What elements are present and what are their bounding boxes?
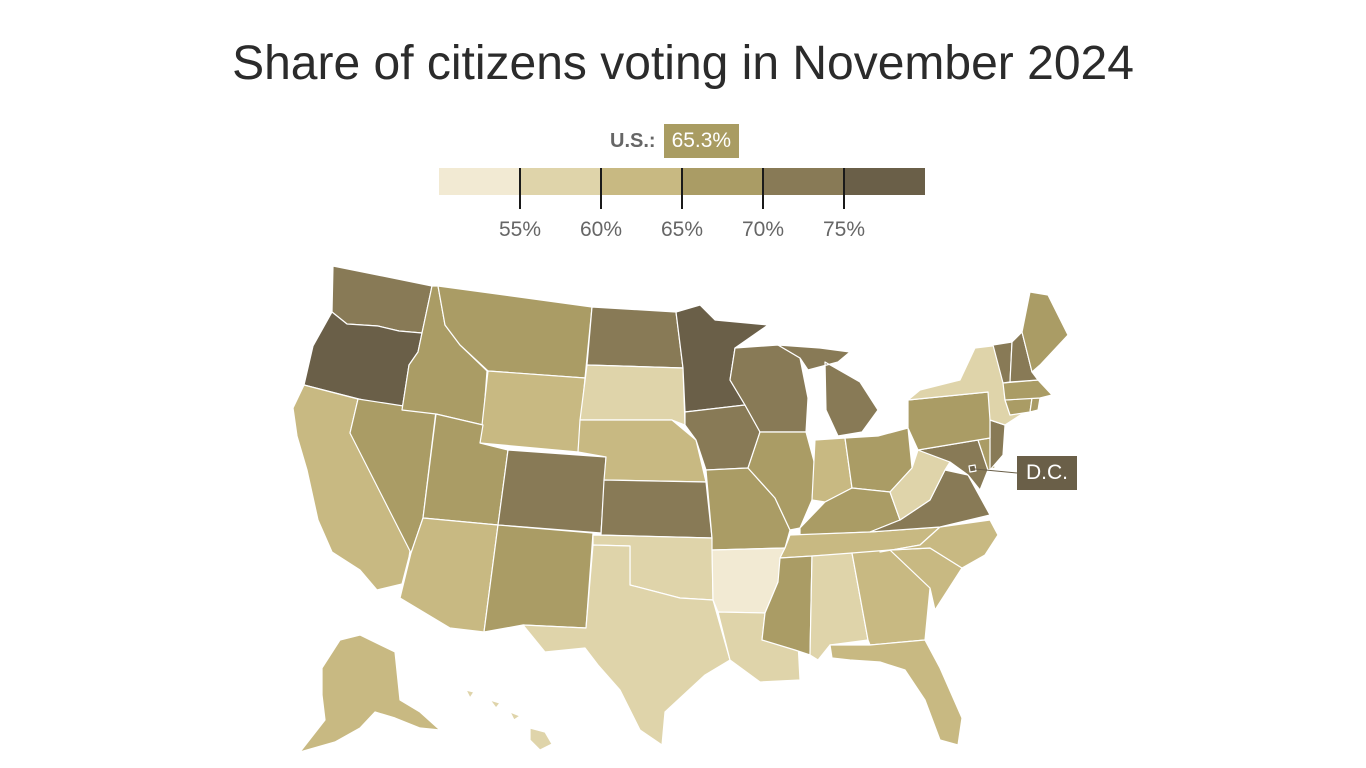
legend-bin-5 [844, 168, 925, 195]
dc-label: D.C. [1017, 456, 1077, 490]
legend-tick [600, 168, 602, 209]
legend-tick [843, 168, 845, 209]
state-texas[interactable] [522, 544, 731, 746]
state-connecticut[interactable] [1004, 397, 1033, 416]
state-massachusetts[interactable] [1002, 379, 1053, 401]
state-south-dakota[interactable] [579, 364, 686, 426]
state-wyoming[interactable] [479, 370, 586, 453]
state-hawaii[interactable] [465, 689, 553, 751]
state-florida[interactable] [829, 639, 963, 746]
color-legend: 55% 60% 65% 70% 75% [439, 168, 925, 241]
legend-tick-label: 70% [741, 218, 785, 241]
legend-tick-label: 60% [579, 218, 623, 241]
legend-bin-4 [763, 168, 844, 195]
legend-tick [762, 168, 764, 209]
legend-tick [519, 168, 521, 209]
legend-tick-label: 65% [660, 218, 704, 241]
state-kansas[interactable] [600, 479, 713, 539]
state-north-dakota[interactable] [586, 306, 684, 369]
legend-tick [681, 168, 683, 209]
state-washington[interactable] [331, 265, 433, 334]
state-michigan[interactable] [777, 344, 879, 437]
chart-title: Share of citizens voting in November 202… [232, 37, 1134, 90]
us-average-value: 65.3% [663, 124, 740, 158]
us-average: U.S.: 65.3% [610, 124, 740, 158]
state-alaska[interactable] [299, 634, 441, 753]
state-new-mexico[interactable] [483, 524, 594, 633]
legend-tick-label: 75% [822, 218, 866, 241]
state-rhode-island[interactable] [1029, 397, 1041, 413]
state-maine[interactable] [1021, 291, 1069, 373]
legend-bin-2 [601, 168, 682, 195]
legend-tick-label: 55% [498, 218, 542, 241]
legend-bin-0 [439, 168, 520, 195]
legend-bin-3 [682, 168, 763, 195]
state-north-carolina[interactable] [879, 519, 999, 569]
dc-callout-line [974, 468, 1018, 474]
state-west-virginia[interactable] [889, 449, 951, 521]
legend-color-bar [439, 168, 925, 195]
state-new-jersey[interactable] [989, 419, 1006, 471]
state-dc[interactable] [968, 464, 977, 473]
state-colorado[interactable] [497, 449, 607, 534]
us-average-label: U.S.: [610, 129, 656, 152]
legend-bin-1 [520, 168, 601, 195]
